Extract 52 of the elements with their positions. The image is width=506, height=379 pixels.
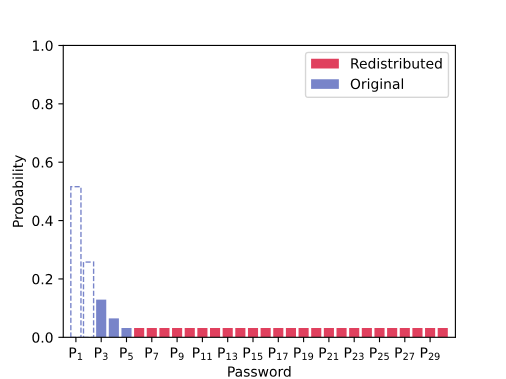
x-tick-label: P$_{21}$ [320, 347, 338, 360]
y-tick-label: 0.2 [32, 274, 52, 284]
y-tick-label: 0.8 [32, 98, 53, 110]
bar [400, 328, 410, 338]
y-tick-label: 0.4 [32, 216, 53, 226]
legend-label: Redistributed [351, 58, 442, 69]
bar [336, 328, 347, 338]
y-tick-label: 1.0 [32, 40, 53, 51]
bar [387, 328, 398, 338]
bar [311, 328, 322, 338]
bar [146, 328, 157, 338]
bar [108, 318, 119, 338]
x-tick-label: P$_{3}$ [94, 347, 108, 360]
x-tick-label: P$_{13}$ [218, 347, 238, 360]
bar [222, 328, 233, 338]
bar [324, 328, 334, 338]
x-tick-label: P$_{25}$ [370, 347, 389, 360]
bar [425, 328, 436, 338]
x-tick-label: P$_{23}$ [344, 347, 364, 360]
bar [298, 328, 309, 338]
bar [172, 328, 182, 338]
bar [210, 328, 220, 338]
bar [184, 328, 195, 338]
bar [374, 328, 385, 338]
x-tick-label: P$_{11}$ [193, 347, 212, 360]
legend-label: Original [350, 78, 404, 92]
x-tick-label: P$_{15}$ [244, 347, 262, 360]
bar [438, 328, 448, 338]
bar [248, 328, 258, 338]
bar [121, 328, 132, 338]
bar [412, 328, 423, 338]
x-tick-label: P$_{9}$ [170, 347, 184, 360]
x-tick-label: P$_{5}$ [120, 347, 133, 360]
x-tick-label: P$_{17}$ [268, 347, 288, 360]
bar [235, 328, 246, 338]
y-tick-label: 0.6 [32, 157, 53, 168]
bar [362, 328, 372, 338]
bar [349, 328, 360, 338]
x-tick-label: P$_{19}$ [294, 347, 314, 360]
y-axis-title: Probability [12, 155, 26, 227]
x-tick-label: P$_{1}$ [70, 347, 82, 360]
y-tick-label: 0.0 [32, 332, 53, 343]
x-tick-label: P$_{7}$ [146, 347, 158, 360]
bar [134, 328, 144, 338]
x-tick-label: P$_{27}$ [395, 347, 414, 360]
bar [197, 328, 208, 338]
bar [159, 328, 170, 338]
x-tick-label: P$_{29}$ [420, 347, 440, 360]
bar [273, 328, 284, 338]
x-axis-title: Password [228, 366, 290, 377]
bar [260, 328, 271, 338]
bar [286, 328, 296, 338]
